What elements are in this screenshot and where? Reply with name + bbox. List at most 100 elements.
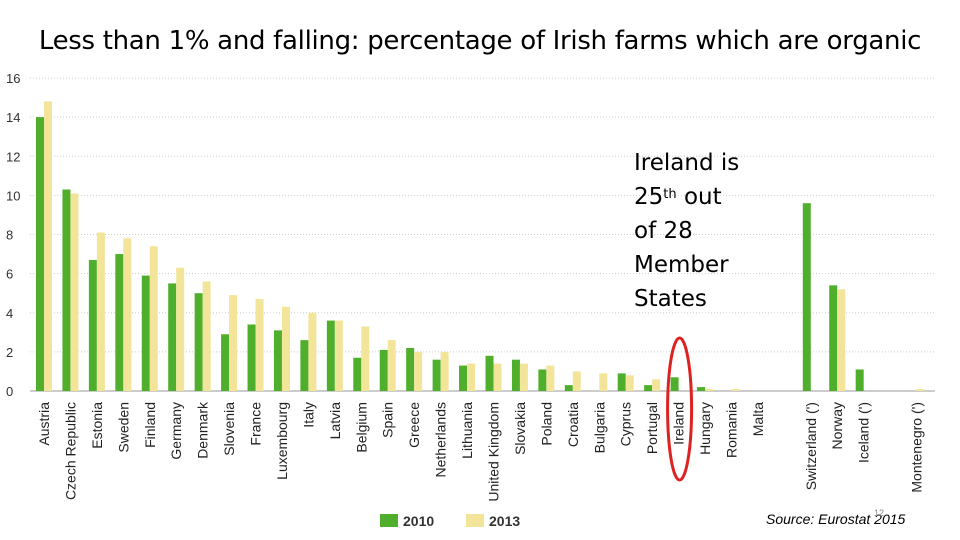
callout-line-2: 25th out — [634, 184, 722, 210]
bar-2013-united-kingdom — [493, 363, 502, 391]
callout-line-3: of 28 — [634, 218, 693, 244]
bar-2010-denmark — [194, 293, 203, 391]
x-tick-label: Italy — [300, 402, 316, 428]
x-tick-label: Netherlands — [433, 402, 449, 478]
bar-2010-belgium — [353, 357, 362, 391]
x-tick-label: Greece — [406, 402, 422, 448]
x-tick-label: Czech Republic — [62, 402, 78, 500]
callout-line-1: Ireland is — [634, 150, 740, 176]
bar-2013-montenegro- — [916, 389, 925, 391]
bar-2010-slovakia — [511, 359, 520, 391]
x-tick-label: Romania — [723, 402, 739, 458]
bar-2013-austria — [44, 101, 52, 391]
x-tick-label: Denmark — [195, 401, 211, 459]
bar-2013-germany — [176, 267, 185, 391]
bar-2013-lithuania — [467, 363, 476, 391]
bar-2013-bulgaria — [599, 373, 608, 391]
bar-2010-netherlands — [432, 359, 441, 391]
bar-2013-poland — [546, 365, 555, 391]
x-tick-label: United Kingdom — [486, 402, 502, 502]
bar-2013-sweden — [123, 238, 132, 391]
y-tick-label: 10 — [6, 188, 20, 203]
x-tick-label: Lithuania — [459, 402, 475, 459]
bar-2010-germany — [168, 283, 177, 391]
bar-2013-greece — [414, 351, 423, 391]
x-tick-label: Malta — [750, 402, 766, 436]
bar-2010-italy — [300, 340, 309, 391]
x-tick-label: Spain — [380, 402, 396, 438]
bar-2013-finland — [149, 246, 158, 391]
x-tick-label: Montenegro (') — [909, 402, 925, 493]
ireland-highlight-circle — [666, 336, 694, 482]
source-note: Source: Eurostat 2015 — [766, 511, 906, 527]
x-tick-label: Sweden — [115, 402, 131, 453]
y-tick-label: 2 — [6, 345, 13, 360]
bar-2013-czech-republic — [70, 193, 79, 391]
legend: 2010 2013 — [380, 513, 520, 529]
legend-swatch-2010 — [380, 514, 398, 527]
x-tick-label: Iceland (') — [856, 402, 872, 463]
bar-2013-spain — [387, 340, 396, 391]
legend-swatch-2013 — [466, 514, 484, 527]
x-tick-label: Finland — [142, 402, 158, 448]
bar-2010-cyprus — [617, 373, 626, 391]
bar-2010-latvia — [326, 320, 335, 391]
x-tick-label: Ireland — [671, 402, 687, 445]
bar-2013-cyprus — [625, 375, 634, 391]
bar-2013-hungary — [705, 389, 714, 391]
bar-2010-hungary — [697, 387, 706, 391]
bar-2010-slovenia — [221, 334, 230, 391]
y-tick-label: 12 — [6, 149, 20, 164]
legend-label-2010: 2010 — [403, 513, 434, 529]
y-tick-label: 16 — [6, 71, 20, 86]
y-tick-label: 4 — [6, 306, 13, 321]
y-tick-label: 14 — [6, 110, 20, 125]
callout-line-4: Member — [634, 252, 729, 278]
bar-2010-poland — [538, 369, 547, 391]
x-tick-label: Switzerland (') — [803, 402, 819, 490]
callout-annotation: Ireland is 25th out of 28 Member States — [634, 146, 764, 316]
y-axis-ticks: 0 2 4 6 8 10 12 14 16 — [6, 71, 20, 399]
bar-2010-switzerland- — [802, 203, 811, 391]
x-tick-label: Croatia — [565, 402, 581, 447]
bar-2010-austria — [36, 117, 44, 391]
legend-label-2013: 2013 — [489, 513, 520, 529]
x-tick-label: Poland — [538, 402, 554, 446]
bar-2010-lithuania — [459, 365, 468, 391]
bar-2010-ireland — [670, 377, 679, 391]
bar-2010-finland — [141, 275, 150, 391]
bar-2013-belgium — [361, 326, 370, 391]
bar-2010-portugal — [644, 385, 653, 391]
x-tick-label: Cyprus — [618, 402, 634, 446]
bar-2013-portugal — [652, 379, 661, 391]
slide-number: 12 — [874, 508, 885, 518]
bar-2013-romania — [731, 389, 740, 391]
x-axis-labels: Austria Czech Republic Estonia Sweden Finlan… — [36, 401, 925, 502]
x-tick-label: Hungary — [697, 402, 713, 455]
grid-lines — [30, 77, 935, 392]
bar-2010-croatia — [564, 385, 573, 391]
bar-2010-iceland- — [855, 369, 864, 391]
bar-2013-norway — [837, 289, 846, 391]
bar-2013-slovenia — [229, 295, 238, 391]
bar-2010-estonia — [88, 259, 97, 391]
bar-2010-czech-republic — [62, 189, 71, 391]
x-tick-label: Slovakia — [512, 402, 528, 455]
bar-2013-netherlands — [440, 351, 449, 391]
x-tick-label: Bulgaria — [591, 402, 607, 454]
bar-2010-luxembourg — [273, 330, 282, 391]
bars — [36, 101, 925, 391]
x-tick-label: Norway — [829, 402, 845, 449]
page-title: Less than 1% and falling: percentage of … — [38, 26, 922, 56]
x-tick-label: Slovenia — [221, 402, 237, 456]
bar-2013-estonia — [96, 232, 105, 391]
bar-2010-united-kingdom — [485, 355, 494, 391]
x-tick-label: Estonia — [89, 402, 105, 449]
x-tick-label: Germany — [168, 402, 184, 460]
bar-2013-denmark — [202, 281, 211, 391]
bar-2013-luxembourg — [281, 306, 290, 391]
y-tick-label: 0 — [6, 384, 13, 399]
bar-2010-france — [247, 324, 256, 391]
x-tick-label: Austria — [36, 402, 52, 446]
